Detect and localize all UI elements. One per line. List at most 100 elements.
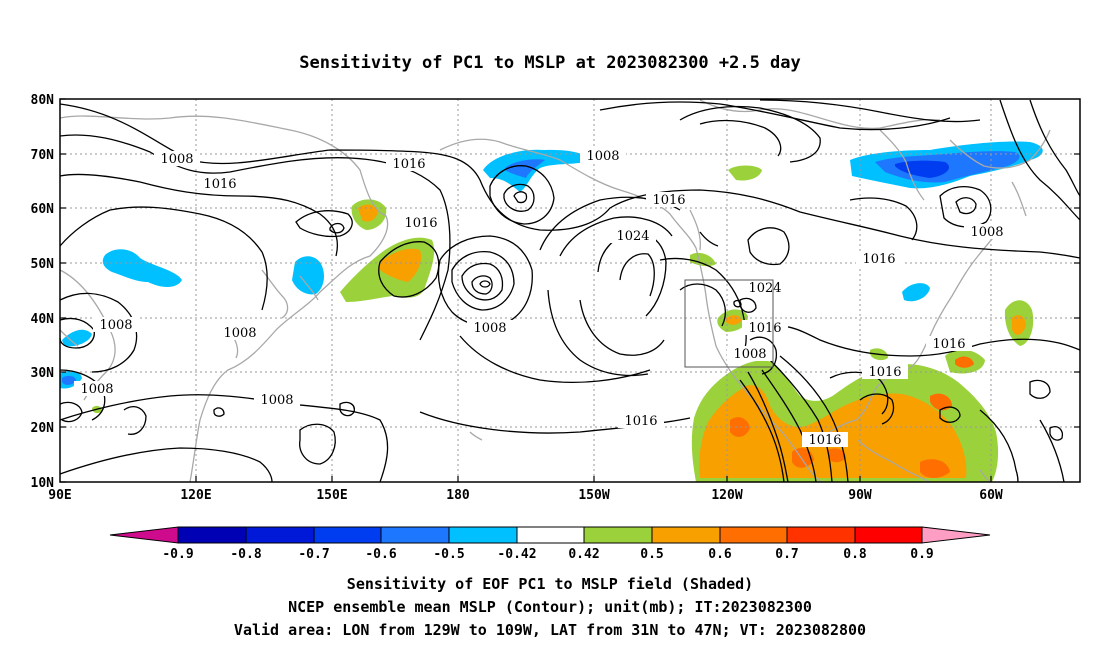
contour-label: 1008 [580, 148, 626, 164]
colorbar-label: 0.7 [775, 547, 798, 562]
contour-label: 1024 [610, 228, 656, 244]
caption-line-2: NCEP ensemble mean MSLP (Contour); unit(… [288, 598, 812, 616]
colorbar-label: -0.8 [230, 547, 261, 562]
colorbar-label: -0.42 [497, 547, 536, 562]
contour-label: 1008 [93, 317, 139, 333]
positive-region-tropics-hot-5 [930, 393, 952, 411]
svg-text:1016: 1016 [624, 414, 657, 429]
contour-label: 1016 [742, 320, 788, 336]
x-tick-label: 180 [446, 488, 470, 503]
positive-region-tropics-hot-4 [920, 459, 950, 478]
colorbar-swatch [177, 526, 247, 544]
colorbar-swatch [719, 526, 788, 544]
colorbar-swatch [380, 526, 450, 544]
caption-line-3: Valid area: LON from 129W to 109W, LAT f… [234, 621, 866, 639]
colorbar-label: 0.5 [640, 547, 663, 562]
svg-text:1024: 1024 [616, 229, 649, 244]
y-tick-label: 40N [31, 312, 55, 327]
negative-region-asia-1 [102, 249, 182, 287]
colorbar-swatch [854, 526, 923, 544]
contour-label: 1016 [862, 364, 908, 380]
positive-region-atlantic-east-core [1012, 315, 1026, 335]
svg-text:1024: 1024 [748, 281, 781, 296]
figure-title: Sensitivity of PC1 to MSLP at 2023082300… [299, 53, 801, 73]
svg-text:1016: 1016 [203, 177, 236, 192]
contour-label: 1008 [217, 325, 263, 341]
y-tick-label: 80N [31, 93, 55, 108]
x-axis: 90E 120E 150E 180 150W 120W 90W 60W [48, 476, 1003, 503]
svg-text:1008: 1008 [586, 149, 619, 164]
y-tick-label: 70N [31, 148, 55, 163]
svg-text:1008: 1008 [260, 393, 293, 408]
svg-text:1016: 1016 [652, 193, 685, 208]
y-tick-label: 60N [31, 202, 55, 217]
y-tick-label: 10N [31, 476, 55, 491]
colorbar: -0.9 -0.8 -0.7 -0.6 -0.5 -0.42 0.42 0.5 … [109, 526, 991, 562]
positive-region-alaska [728, 165, 762, 181]
svg-text:1016: 1016 [404, 216, 437, 231]
svg-text:1016: 1016 [808, 433, 841, 448]
negative-region-bering-core [505, 159, 545, 178]
contour-label: 1016 [197, 176, 243, 192]
svg-text:1008: 1008 [473, 321, 506, 336]
x-tick-label: 150W [578, 488, 609, 503]
svg-text:1008: 1008 [99, 318, 132, 333]
colorbar-swatch [516, 526, 585, 544]
y-tick-label: 30N [31, 366, 55, 381]
plot-frame [59, 98, 1081, 483]
colorbar-label: -0.7 [298, 547, 329, 562]
colorbar-swatch [245, 526, 315, 544]
x-tick-label: 90E [48, 488, 71, 503]
coastlines [59, 99, 1051, 483]
caption-line-1: Sensitivity of EOF PC1 to MSLP field (Sh… [347, 575, 753, 593]
svg-text:1008: 1008 [733, 347, 766, 362]
positive-region-tropics-hot-3 [828, 448, 846, 463]
negative-region-greenland-deep [895, 160, 950, 178]
negative-region-asia-2 [62, 329, 92, 347]
colorbar-swatch [651, 526, 721, 544]
svg-text:1008: 1008 [160, 152, 193, 167]
colorbar-label: -0.5 [433, 547, 464, 562]
negative-region-asia-4 [62, 375, 76, 385]
positive-region-kamchatka-core [358, 204, 378, 222]
negative-region-atlantic [902, 283, 930, 302]
x-tick-label: 60W [979, 488, 1003, 503]
svg-text:1016: 1016 [748, 321, 781, 336]
colorbar-swatch [313, 526, 382, 544]
positive-region-pacific-1-core [380, 248, 422, 282]
contour-label: 1008 [254, 392, 300, 408]
contour-label: 1016 [856, 251, 902, 267]
valid-area-box [684, 279, 774, 368]
contour-label: 1008 [74, 381, 120, 397]
y-tick-label: 50N [31, 257, 55, 272]
svg-text:1008: 1008 [223, 326, 256, 341]
contour-label: 1016 [926, 336, 972, 352]
x-tick-label: 120W [711, 488, 742, 503]
contour-label: 1016 [398, 215, 444, 231]
contour-label: 1016 [386, 156, 432, 172]
map-plot: 1008 1016 1016 1008 1016 1016 1024 1008 … [59, 98, 1081, 483]
colorbar-swatch [448, 526, 518, 544]
contour-labels: 1008 1016 1016 1008 1016 1016 1024 1008 … [74, 148, 1010, 448]
contour-label: 1016 [802, 432, 848, 448]
y-axis: 80N 70N 60N 50N 40N 30N 20N 10N [31, 93, 1080, 491]
colorbar-swatch [786, 526, 856, 544]
svg-text:1016: 1016 [932, 337, 965, 352]
svg-text:1016: 1016 [392, 157, 425, 172]
svg-text:1016: 1016 [868, 365, 901, 380]
svg-text:1008: 1008 [80, 382, 113, 397]
positive-region-atlantic-2-core [955, 356, 974, 368]
colorbar-right-arrow [921, 526, 991, 544]
x-tick-label: 150E [316, 488, 347, 503]
graticule [60, 99, 1080, 482]
shaded-sensitivity [60, 141, 1043, 482]
colorbar-label: 0.8 [843, 547, 867, 562]
colorbar-label: -0.6 [365, 547, 396, 562]
x-tick-label: 90W [848, 488, 872, 503]
colorbar-swatch [583, 526, 653, 544]
svg-text:1008: 1008 [970, 225, 1003, 240]
contour-label: 1016 [646, 192, 692, 208]
contour-label: 1016 [618, 413, 664, 429]
colorbar-label: 0.9 [910, 547, 933, 562]
